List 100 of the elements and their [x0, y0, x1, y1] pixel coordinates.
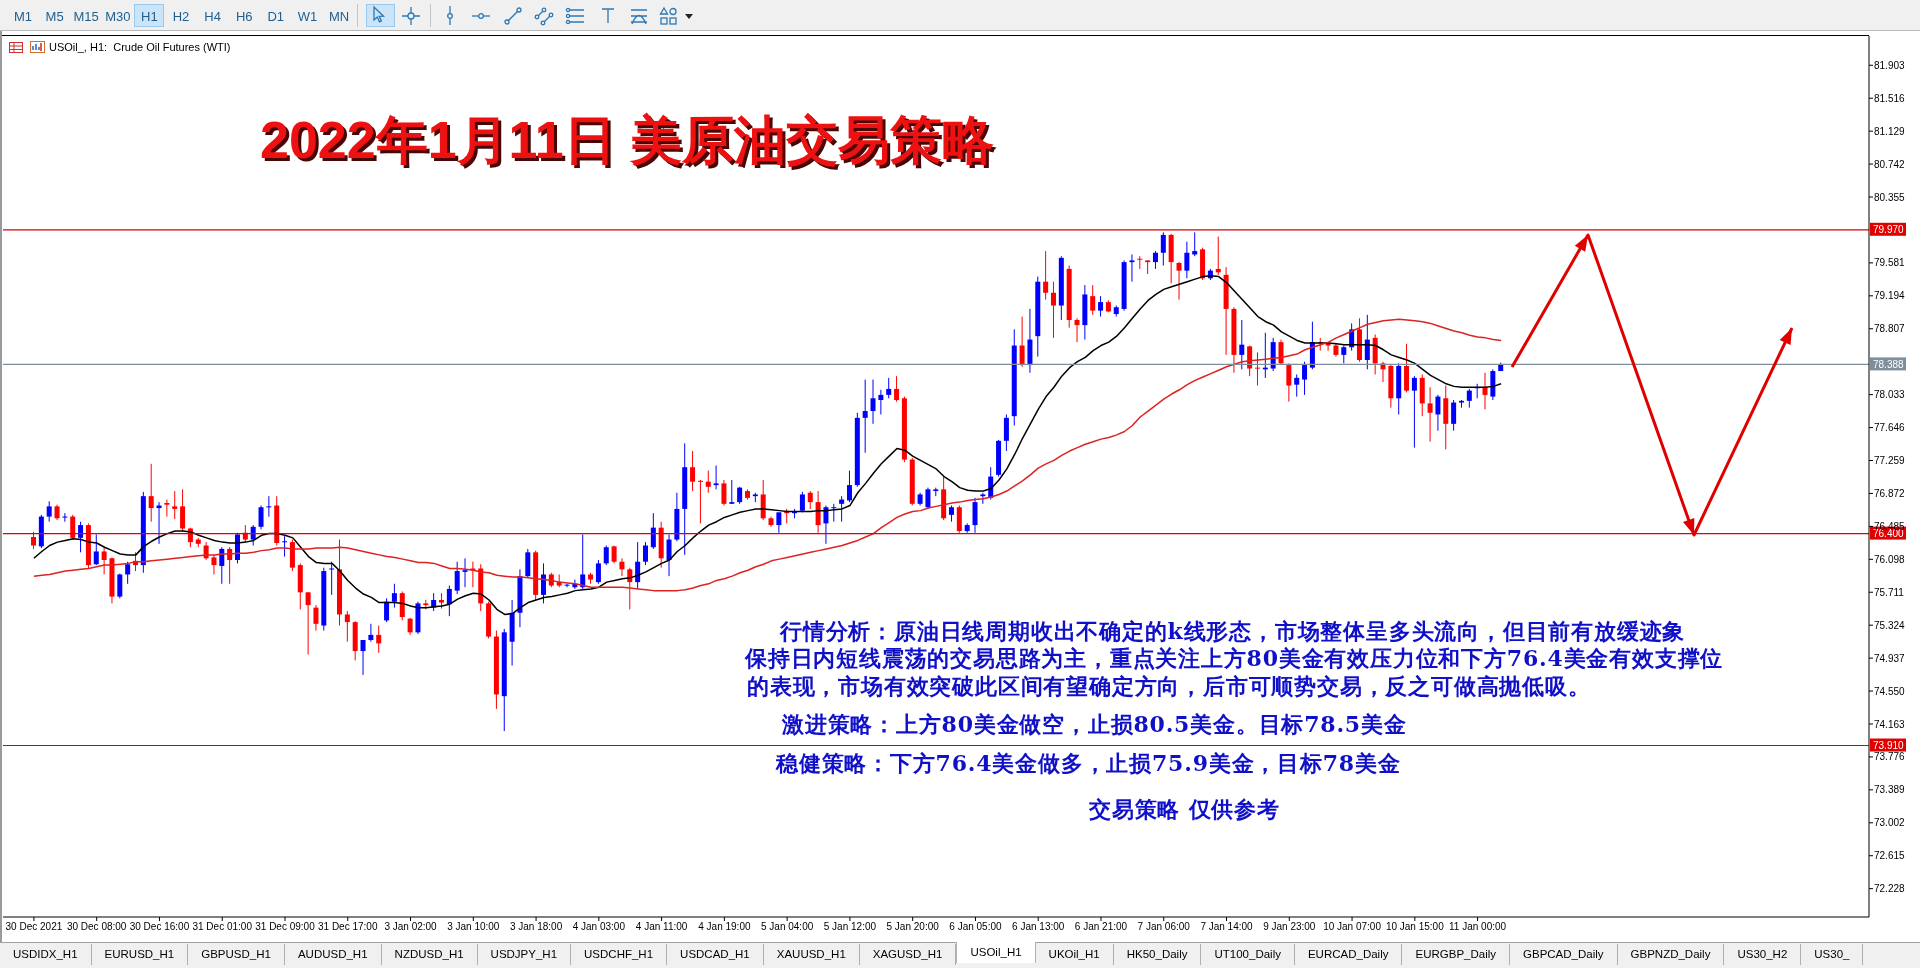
candlestick — [454, 561, 460, 595]
candlestick — [117, 573, 123, 599]
candlestick — [360, 639, 366, 676]
candlestick — [1247, 345, 1253, 377]
ref-line-label: 73.910 — [1873, 740, 1905, 752]
candlestick — [870, 379, 876, 425]
text: EURCAD_Daily — [1294, 944, 1403, 965]
x-tick-label: 4 Jan 03:00 — [572, 921, 626, 933]
y-tick-label: 77.646 — [1874, 422, 1906, 434]
candlestick — [70, 514, 76, 541]
ref-line-label: 79.970 — [1873, 224, 1905, 236]
candlestick — [258, 505, 264, 530]
text: D1 — [266, 8, 286, 26]
text: GBPCAD_Daily — [1510, 944, 1618, 965]
y-tick-label: 79.194 — [1874, 290, 1906, 302]
candlestick — [305, 591, 311, 655]
text: M15 — [72, 8, 100, 26]
candlestick — [886, 377, 892, 399]
text: USDIDX_H1 — [0, 944, 92, 965]
y-tick-label: 74.937 — [1874, 652, 1906, 664]
candlestick — [101, 546, 107, 575]
text: MN — [327, 8, 351, 26]
candlestick — [1160, 231, 1166, 267]
text: GBPUSD_H1 — [188, 944, 285, 965]
candlestick — [1286, 362, 1292, 403]
y-tick-label: 79.581 — [1874, 257, 1906, 269]
x-tick-label: 10 Jan 07:00 — [1323, 921, 1382, 933]
candlestick — [462, 557, 468, 588]
candlestick — [1184, 241, 1190, 279]
x-tick-label: 30 Dec 16:00 — [129, 921, 190, 933]
candlestick — [823, 505, 829, 545]
text: USDCAD_H1 — [667, 944, 764, 965]
candlestick — [697, 479, 703, 524]
candlestick — [1364, 314, 1370, 370]
y-tick-label: 76.098 — [1874, 553, 1906, 565]
candlestick — [1466, 388, 1472, 409]
candlestick — [729, 479, 735, 505]
annotation: 保持日内短线震荡的交易思路为主，重点关注上方80美金有效压力位和下方76.4美金有效支撑位 — [745, 645, 1724, 671]
x-tick-label: 30 Dec 2021 — [5, 921, 63, 933]
candlestick — [376, 625, 382, 654]
candlestick — [925, 487, 931, 510]
text: M5 — [44, 8, 65, 26]
annotation: 稳健策略：下方76.4美金做多，止损75.9美金，目标78美金 — [776, 750, 1401, 776]
x-tick-label: 4 Jan 11:00 — [635, 921, 688, 933]
x-tick-label: 3 Jan 10:00 — [447, 921, 500, 933]
candlestick — [78, 521, 84, 553]
candlestick — [862, 379, 868, 454]
candlestick — [1482, 372, 1488, 410]
candlestick — [635, 541, 641, 590]
text: H6 — [234, 8, 254, 26]
candlestick — [93, 533, 99, 566]
candlestick — [815, 490, 821, 534]
annotation: 激进策略：上方80美金做空，止损80.5美金。目标78.5美金 — [782, 711, 1407, 737]
text: UT100_Daily — [1201, 944, 1295, 965]
text: US30_ — [1801, 944, 1864, 965]
candlestick — [619, 557, 625, 577]
candlestick — [266, 495, 272, 518]
candlestick — [690, 450, 696, 492]
x-tick-label: 7 Jan 14:00 — [1200, 921, 1254, 933]
y-tick-label: 74.163 — [1874, 718, 1906, 730]
candlestick — [1137, 255, 1143, 270]
candlestick — [525, 548, 531, 579]
candlestick — [1019, 316, 1025, 368]
text: USDJPY_H1 — [477, 944, 572, 965]
candlestick — [148, 463, 154, 523]
candlestick — [642, 541, 648, 566]
text: GBPNZD_Daily — [1617, 944, 1725, 965]
y-tick-label: 73.002 — [1874, 817, 1906, 829]
text: 2022年1月11日 美原油交易策略 — [260, 111, 995, 169]
candlestick — [1302, 361, 1308, 396]
candlestick — [180, 488, 186, 533]
y-tick-label: 78.807 — [1874, 323, 1906, 335]
x-tick-label: 11 Jan 00:00 — [1449, 921, 1507, 933]
y-tick-label: 72.615 — [1874, 850, 1906, 862]
text: NZDUSD_H1 — [381, 944, 478, 965]
text: USOil_H1 — [956, 942, 1036, 963]
candlestick — [956, 505, 962, 534]
candlestick — [980, 492, 986, 505]
candlestick — [1098, 295, 1104, 318]
x-tick-label: 6 Jan 21:00 — [1074, 921, 1128, 933]
candlestick — [603, 545, 609, 566]
y-tick-label: 78.033 — [1874, 389, 1906, 401]
candlestick — [760, 479, 766, 521]
x-tick-label: 6 Jan 05:00 — [949, 921, 1003, 933]
text: UKOil_H1 — [1035, 944, 1114, 965]
candlestick — [1239, 319, 1245, 370]
candlestick — [713, 465, 719, 490]
text: H1 — [134, 4, 165, 27]
candlestick — [446, 585, 452, 617]
text: US30_H2 — [1724, 944, 1802, 965]
candlestick — [329, 561, 335, 596]
candlestick — [894, 375, 900, 403]
x-tick-label: 3 Jan 18:00 — [509, 921, 563, 933]
x-tick-label: 6 Jan 13:00 — [1012, 921, 1065, 933]
annotation: 交易策略 仅供参考 — [1089, 796, 1280, 822]
annotation: 行情分析：原油日线周期收出不确定的k线形态，市场整体呈多头流向，但目前有放缓迹象 — [780, 618, 1686, 644]
text: W1 — [296, 8, 319, 26]
y-tick-label: 81.903 — [1874, 59, 1906, 71]
x-tick-label: 31 Dec 17:00 — [318, 921, 378, 933]
candlestick — [721, 479, 727, 507]
